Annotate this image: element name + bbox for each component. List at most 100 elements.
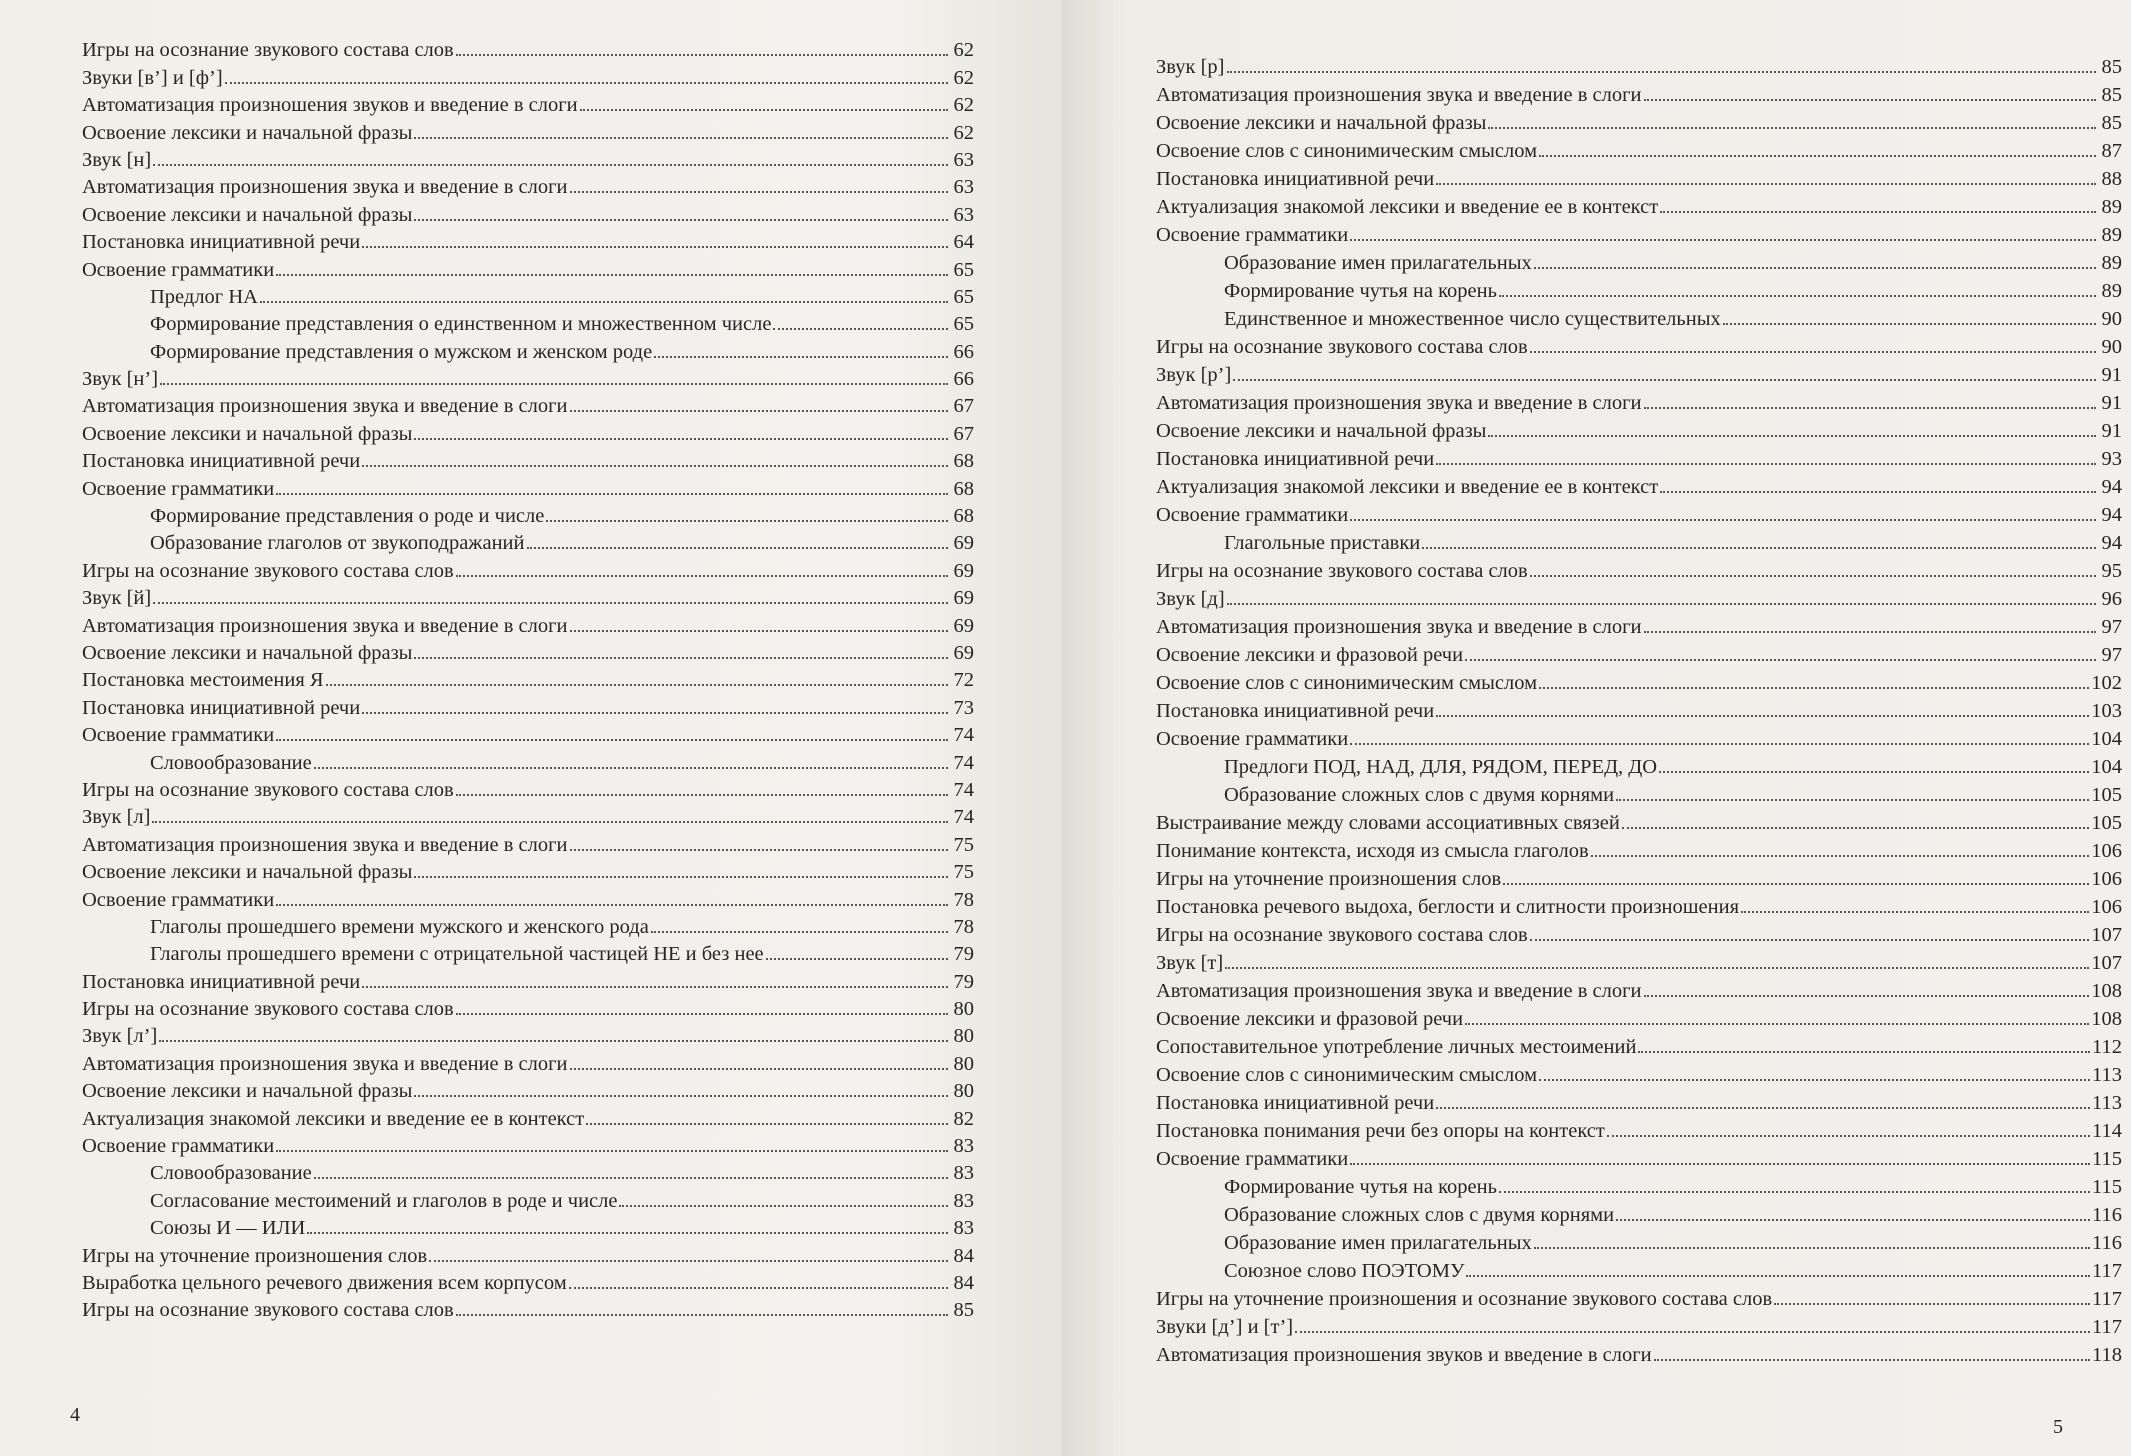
toc-entry-page: 83	[953, 1189, 975, 1212]
toc-entry-title: Постановка речевого выдоха, беглости и с…	[1156, 896, 1740, 918]
toc-entry-title: Игры на осознание звукового состава слов	[1156, 560, 1528, 582]
toc-entry-title: Постановка инициативной речи	[1156, 168, 1435, 190]
toc-entry-title: Освоение грамматики	[82, 477, 275, 500]
toc-entry-page: 72	[953, 669, 975, 692]
dot-leader	[1225, 967, 2090, 969]
toc-entry-title: Автоматизация произношения звука и введе…	[1156, 980, 1642, 1002]
toc-entry: Звуки [д’] и [т’] 117	[1156, 1310, 2122, 1338]
toc-entry-page: 91	[2101, 364, 2123, 386]
toc-entry: Освоение грамматики 83	[82, 1130, 974, 1157]
dot-leader	[1616, 1219, 2090, 1221]
toc-entry-page: 66	[953, 340, 975, 363]
dot-leader	[1466, 1275, 2090, 1277]
toc-entry-title: Постановка инициативной речи	[82, 450, 361, 473]
toc-entry-page: 114	[2092, 1120, 2122, 1142]
dot-leader	[569, 191, 948, 194]
toc-entry-title: Постановка инициативной речи	[82, 696, 361, 719]
toc-entry: Игры на уточнение произношения слов 106	[1156, 862, 2122, 890]
toc-entry-page: 117	[2092, 1288, 2122, 1310]
toc-entry-page: 105	[2091, 812, 2122, 834]
toc-entry-page: 64	[953, 231, 975, 254]
toc-entry: Игры на осознание звукового состава слов…	[1156, 918, 2122, 946]
toc-entry: Понимание контекста, исходя из смысла гл…	[1156, 834, 2122, 862]
toc-entry-page: 83	[953, 1162, 975, 1185]
toc-entry: Освоение лексики и фразовой речи 108	[1156, 1002, 2122, 1030]
toc-entry: Предлог НА 65	[82, 281, 974, 308]
dot-leader	[1436, 183, 2096, 185]
toc-entry: Формирование представления о роде и числ…	[82, 500, 974, 527]
left-page: Игры на осознание звукового состава слов…	[0, 0, 1062, 1456]
toc-entry-title: Автоматизация произношения звука и введе…	[1156, 84, 1642, 106]
toc-entry: Формирование представления о мужском и ж…	[82, 335, 975, 363]
toc-entry: Образование имен прилагательных 89	[1156, 246, 2122, 274]
toc-entry-page: 91	[2101, 420, 2123, 442]
toc-entry-page: 74	[953, 724, 975, 747]
toc-entry-page: 82	[953, 1107, 975, 1130]
toc-entry: Освоение лексики и начальной фразы 69	[82, 637, 974, 664]
toc-entry-title: Игры на уточнение произношения слов	[1156, 868, 1502, 890]
dot-leader	[1350, 239, 2096, 241]
toc-entry-page: 69	[953, 614, 975, 637]
toc-entry: Звук [л] 74	[82, 801, 974, 828]
dot-leader	[1529, 575, 2096, 577]
toc-entry-page: 78	[953, 915, 975, 938]
toc-entry-page: 90	[2101, 336, 2123, 358]
dot-leader	[1465, 659, 2096, 661]
dot-leader	[414, 1095, 948, 1098]
dot-leader	[1643, 407, 2096, 409]
toc-entry: Автоматизация произношения звука и введе…	[82, 609, 975, 637]
toc-entry-title: Освоение лексики и фразовой речи	[1156, 1008, 1464, 1030]
toc-entry: Игры на осознание звукового состава слов…	[82, 1294, 974, 1321]
toc-entry-title: Игры на осознание звукового состава слов	[82, 998, 454, 1021]
toc-entry-title: Звуки [д’] и [т’]	[1156, 1316, 1294, 1338]
toc-entry-title: Образование имен прилагательных	[1224, 1232, 1532, 1254]
toc-entry-page: 106	[2091, 840, 2122, 862]
toc-entry: Освоение лексики и начальной фразы 62	[82, 116, 975, 144]
toc-entry: Союзы И — ИЛИ 83	[82, 1212, 974, 1239]
dot-leader	[1741, 911, 2090, 913]
toc-entry-title: Звук [д]	[1156, 588, 1225, 610]
dot-leader	[1638, 1051, 2090, 1053]
toc-entry-title: Освоение грамматики	[1156, 504, 1349, 526]
dot-leader	[276, 273, 948, 276]
toc-entry-title: Формирование представления о роде и числ…	[150, 505, 545, 528]
dot-leader	[619, 1204, 948, 1207]
dot-leader	[1488, 435, 2096, 437]
toc-entry-page: 74	[953, 806, 975, 829]
dot-leader	[1498, 295, 2096, 297]
dot-leader	[1295, 1331, 2090, 1333]
dot-leader	[1643, 99, 2096, 101]
page-number: 4	[70, 1404, 80, 1426]
dot-leader	[1722, 323, 2096, 325]
toc-entry-page: 62	[953, 94, 975, 117]
toc-entry-page: 62	[953, 121, 975, 144]
toc-entry-title: Словообразование	[150, 1162, 312, 1185]
toc-entry: Союзное слово ПОЭТОМУ 117	[1156, 1254, 2122, 1282]
toc-entry-title: Освоение лексики и начальной фразы	[82, 203, 413, 226]
toc-entry-title: Освоение грамматики	[82, 888, 275, 911]
dot-leader	[159, 1040, 948, 1043]
dot-leader	[1606, 1135, 2090, 1137]
right-page: Звук [р] 85 Автоматизация произношения зву…	[1062, 0, 2131, 1456]
toc-entry: Освоение грамматики 94	[1156, 498, 2122, 526]
toc-entry-page: 113	[2092, 1092, 2122, 1114]
toc-entry: Постановка инициативной речи 113	[1156, 1086, 2122, 1114]
toc-entry-page: 65	[953, 285, 975, 308]
toc-entry: Игры на уточнение произношения слов 84	[82, 1239, 974, 1267]
toc-entry: Актуализация знакомой лексики и введение…	[82, 1102, 975, 1130]
toc-entry: Глаголы прошедшего времени мужского и же…	[82, 911, 974, 938]
dot-leader	[1660, 211, 2096, 213]
toc-entry: Звук [л’] 80	[82, 1020, 974, 1047]
toc-entry-page: 105	[2091, 784, 2122, 806]
toc-entry-page: 94	[2101, 504, 2123, 526]
toc-entry-page: 93	[2101, 448, 2123, 470]
toc-entry-title: Освоение лексики и начальной фразы	[82, 641, 413, 664]
dot-leader	[569, 1067, 948, 1070]
dot-leader	[414, 218, 948, 221]
toc-entry-title: Союзы И — ИЛИ	[150, 1217, 306, 1240]
page-number: 5	[2053, 1416, 2063, 1438]
dot-leader	[1529, 351, 2096, 353]
toc-entry: Освоение лексики и начальной фразы 91	[1156, 414, 2122, 442]
dot-leader	[1488, 127, 2096, 129]
toc-entry-title: Освоение лексики и начальной фразы	[82, 861, 413, 884]
